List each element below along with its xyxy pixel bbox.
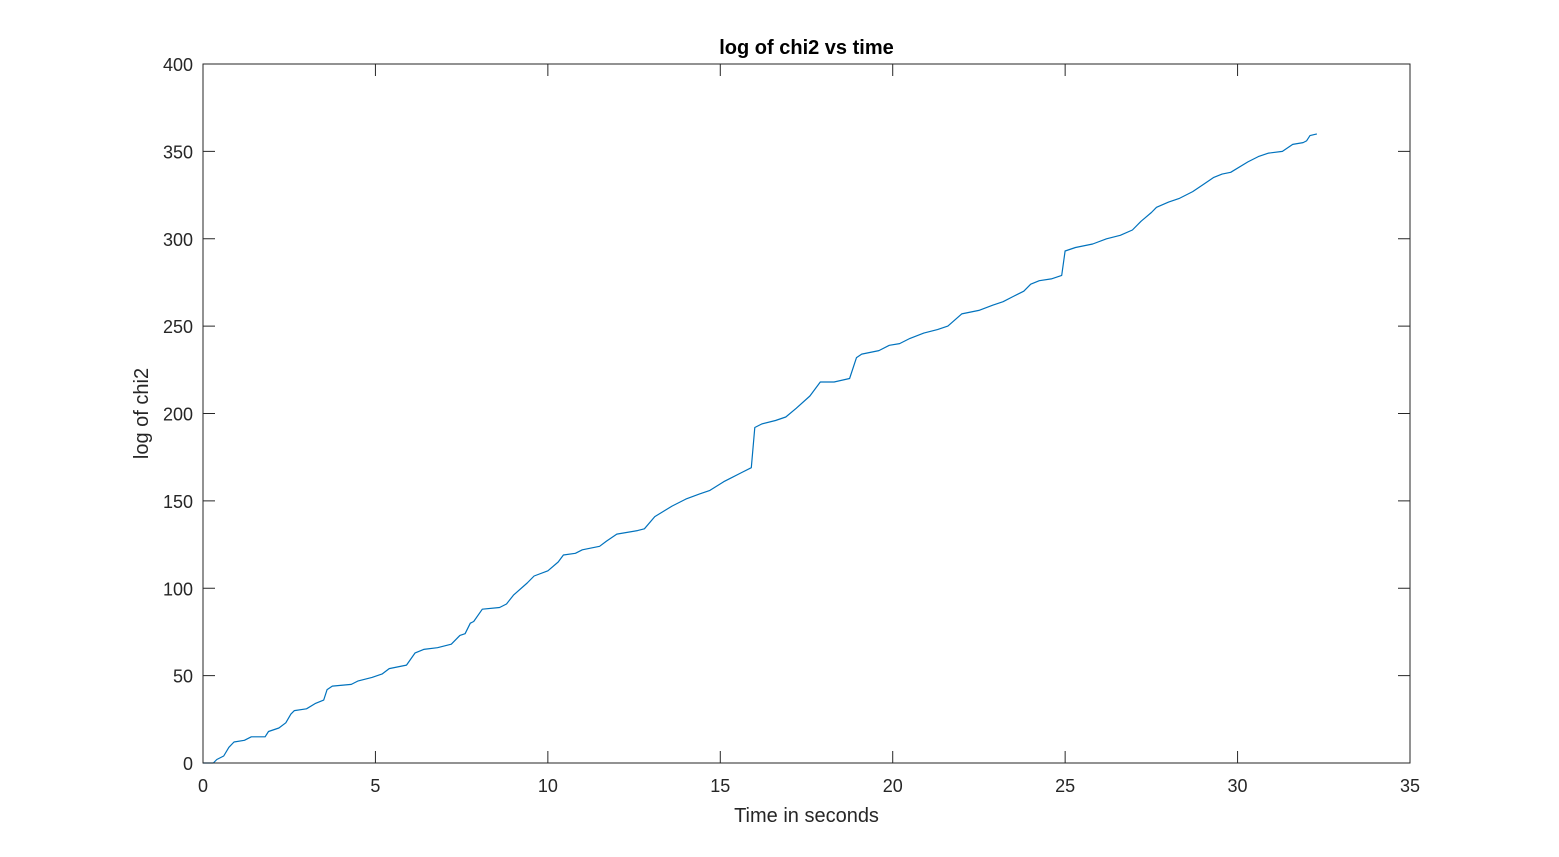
y-tick-label: 350: [163, 142, 193, 162]
x-tick-label: 0: [198, 776, 208, 796]
y-tick-label: 50: [173, 667, 193, 687]
y-tick-label: 300: [163, 230, 193, 250]
y-tick-label: 100: [163, 579, 193, 599]
x-tick-label: 35: [1400, 776, 1420, 796]
series-layer: [203, 133, 1318, 764]
y-axis-label: log of chi2: [131, 368, 153, 459]
y-axis: 0 50 100 150 200 250 300 350 400: [163, 55, 1410, 774]
y-tick-label: 0: [183, 754, 193, 774]
x-tick-label: 25: [1055, 776, 1075, 796]
series-line: [203, 133, 1318, 764]
x-tick-label: 10: [538, 776, 558, 796]
x-tick-label: 20: [883, 776, 903, 796]
y-tick-label: 200: [163, 405, 193, 425]
x-tick-label: 15: [710, 776, 730, 796]
plot-area: [203, 64, 1410, 763]
x-tick-label: 5: [370, 776, 380, 796]
x-tick-label: 30: [1228, 776, 1248, 796]
chart-title: log of chi2 vs time: [719, 37, 893, 59]
y-tick-label: 400: [163, 55, 193, 75]
x-axis: 0 5 10 15 20 25 30 35: [198, 64, 1420, 796]
y-tick-label: 250: [163, 317, 193, 337]
y-tick-label: 150: [163, 492, 193, 512]
x-axis-label: Time in seconds: [734, 805, 879, 827]
